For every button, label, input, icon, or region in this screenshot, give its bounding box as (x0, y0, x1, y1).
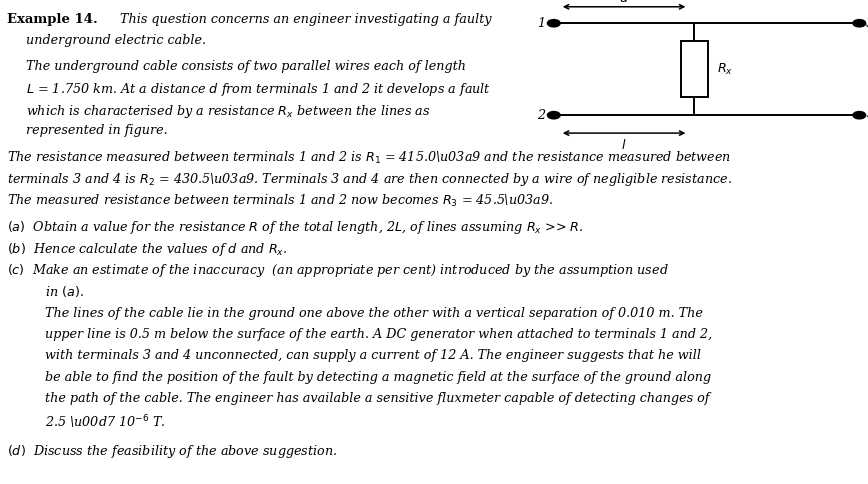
Text: 3: 3 (866, 17, 868, 30)
Text: underground electric cable.: underground electric cable. (26, 34, 206, 47)
Text: The underground cable consists of two parallel wires each of length: The underground cable consists of two pa… (26, 60, 466, 73)
Text: 4: 4 (866, 109, 868, 121)
Text: $d$: $d$ (619, 0, 629, 5)
Circle shape (548, 20, 560, 27)
Text: upper line is 0.5 m below the surface of the earth. A DC generator when attached: upper line is 0.5 m below the surface of… (45, 328, 713, 341)
Text: The lines of the cable lie in the ground one above the other with a vertical sep: The lines of the cable lie in the ground… (45, 307, 703, 320)
Text: The resistance measured between terminals 1 and 2 is $R_1$ = 415.0\u03a9 and the: The resistance measured between terminal… (7, 150, 731, 166)
Circle shape (853, 20, 865, 27)
Text: which is characterised by a resistance $R_x$ between the lines as: which is characterised by a resistance $… (26, 103, 431, 120)
Text: This question concerns an engineer investigating a faulty: This question concerns an engineer inves… (120, 13, 491, 26)
Text: $(c)$  Make an estimate of the inaccuracy  (an appropriate per cent) introduced : $(c)$ Make an estimate of the inaccuracy… (7, 262, 668, 279)
Text: in $(a)$.: in $(a)$. (45, 284, 84, 299)
Text: $l$: $l$ (621, 138, 627, 152)
Text: the path of the cable. The engineer has available a sensitive fluxmeter capable : the path of the cable. The engineer has … (45, 392, 710, 405)
Circle shape (548, 112, 560, 119)
Text: $(d)$  Discuss the feasibility of the above suggestion.: $(d)$ Discuss the feasibility of the abo… (7, 443, 338, 460)
Text: 2: 2 (537, 109, 545, 121)
Text: $(b)$  Hence calculate the values of $d$ and $R_x$.: $(b)$ Hence calculate the values of $d$ … (7, 241, 287, 257)
Text: be able to find the position of the fault by detecting a magnetic field at the s: be able to find the position of the faul… (45, 371, 711, 384)
Text: represented in figure.: represented in figure. (26, 124, 168, 137)
Text: 2.5 \u00d7 10$^{-6}$ T.: 2.5 \u00d7 10$^{-6}$ T. (45, 413, 166, 431)
Text: 1: 1 (537, 17, 545, 30)
Text: Example 14.: Example 14. (7, 13, 98, 26)
Circle shape (853, 112, 865, 119)
Text: $L$ = 1.750 km. At a distance $d$ from terminals 1 and 2 it develops a fault: $L$ = 1.750 km. At a distance $d$ from t… (26, 81, 491, 98)
Text: The measured resistance between terminals 1 and 2 now becomes $R_3$ = 45.5\u03a9: The measured resistance between terminal… (7, 193, 553, 209)
Text: $(a)$  Obtain a value for the resistance $R$ of the total length, 2$L$, of lines: $(a)$ Obtain a value for the resistance … (7, 219, 583, 236)
Text: terminals 3 and 4 is $R_2$ = 430.5\u03a9. Terminals 3 and 4 are then connected b: terminals 3 and 4 is $R_2$ = 430.5\u03a9… (7, 171, 732, 188)
Text: with terminals 3 and 4 unconnected, can supply a current of 12 A. The engineer s: with terminals 3 and 4 unconnected, can … (45, 349, 701, 363)
Text: $R_x$: $R_x$ (717, 61, 733, 76)
Bar (681, 41, 708, 97)
